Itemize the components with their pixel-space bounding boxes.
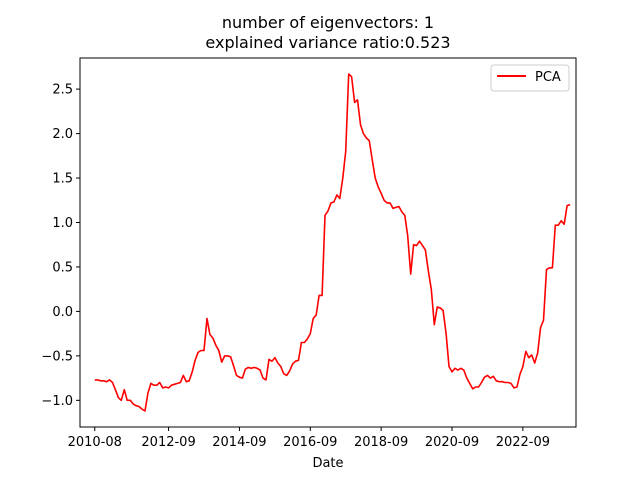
series-line-pca [94,73,571,412]
y-tick-label: −1.0 [41,394,73,409]
y-tick-label: 2.5 [52,83,73,98]
y-tick-label: 0.5 [52,260,73,275]
y-tick-label: 1.0 [52,216,73,231]
x-tick-label: 2022-09 [496,435,550,450]
y-tick-label: 2.0 [52,127,73,142]
x-axis-ticks: 2010-08 2012-09 2014-09 2016-09 2018-09 2020-… [68,427,550,450]
x-tick-label: 2010-08 [68,435,122,450]
legend-box [490,64,570,92]
x-tick-label: 2020-09 [425,435,479,450]
x-tick-label: 2016-09 [283,435,337,450]
x-axis-label: Date [312,456,343,471]
legend-label: PCA [535,70,561,85]
chart-title-line-1: number of eigenvectors: 1 [222,13,434,32]
y-axis-ticks: −1.0 −0.5 0.0 0.5 1.0 1.5 2.0 2.5 [41,83,80,409]
plot-area-frame [79,57,577,428]
x-tick-label: 2012-09 [141,435,195,450]
y-tick-label: −0.5 [41,349,73,364]
chart-title-line-2: explained variance ratio:0.523 [205,33,450,52]
legend: PCA [490,64,570,92]
y-tick-label: 1.5 [52,172,73,187]
x-tick-label: 2014-09 [212,435,266,450]
x-tick-label: 2018-09 [354,435,408,450]
y-tick-label: 0.0 [52,305,73,320]
